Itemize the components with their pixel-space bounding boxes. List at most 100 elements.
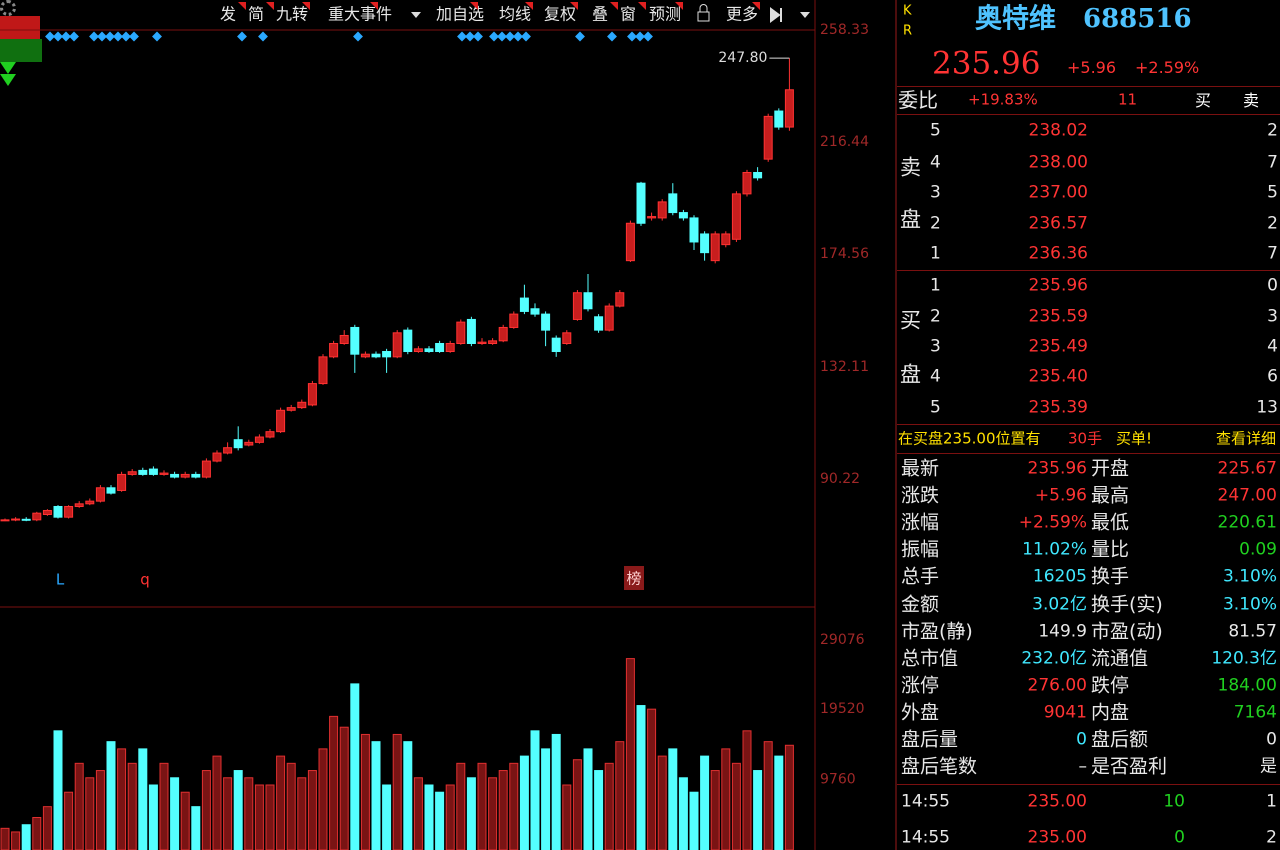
stat-label: 跌停 bbox=[1091, 674, 1130, 697]
volume-bar bbox=[223, 777, 233, 850]
tick-volume: 0 bbox=[1174, 827, 1185, 848]
marker: L bbox=[56, 571, 65, 589]
event-marker bbox=[152, 31, 162, 42]
stat-value: 7164 bbox=[1233, 702, 1277, 723]
toolbar-button[interactable]: 预测 bbox=[649, 5, 681, 24]
book-level: 4 bbox=[930, 366, 941, 387]
kr-label: K bbox=[903, 3, 912, 19]
candle-body bbox=[138, 469, 148, 475]
volume-bar bbox=[148, 784, 158, 850]
notice-link[interactable]: 查看详细 bbox=[1215, 429, 1276, 448]
toolbar-button[interactable]: 更多 bbox=[726, 5, 758, 24]
volume-bar bbox=[403, 741, 413, 850]
toolbar-button[interactable]: 重大事件 bbox=[328, 5, 392, 24]
stat-value: 184.00 bbox=[1217, 675, 1277, 696]
volume-bar bbox=[678, 777, 688, 850]
volume-bar bbox=[456, 762, 466, 850]
divider bbox=[897, 784, 1280, 785]
volume-bar bbox=[212, 755, 222, 850]
ratio-value: +19.83% bbox=[968, 90, 1038, 109]
book-level: 5 bbox=[930, 120, 941, 141]
event-marker bbox=[97, 31, 107, 42]
candle-body bbox=[647, 216, 657, 219]
stat-value: 232.0亿 bbox=[1021, 648, 1087, 669]
book-level: 2 bbox=[930, 213, 941, 234]
volume-bar bbox=[32, 816, 42, 850]
candle-body bbox=[254, 436, 264, 443]
candle-body bbox=[191, 473, 201, 478]
lock-icon bbox=[697, 11, 710, 22]
toolbar-button[interactable]: 发 bbox=[220, 5, 236, 24]
book-volume: 4 bbox=[1267, 336, 1278, 357]
volume-bar bbox=[265, 784, 275, 850]
volume-bar bbox=[53, 730, 63, 850]
volume-bar bbox=[21, 824, 31, 850]
toolbar-button[interactable]: 简 bbox=[248, 5, 264, 24]
tick-time: 14:55 bbox=[901, 827, 950, 848]
volume-bar bbox=[127, 762, 137, 850]
stat-value: +5.96 bbox=[1034, 485, 1087, 506]
candle-body bbox=[562, 332, 572, 344]
volume-bar bbox=[159, 762, 169, 850]
book-side: 盘 bbox=[900, 362, 921, 387]
candle-body bbox=[445, 342, 455, 353]
candle-body bbox=[466, 318, 476, 344]
toolbar-button[interactable]: 叠 bbox=[592, 5, 608, 24]
button-corner bbox=[525, 2, 533, 10]
stat-label: 市盈(静) bbox=[901, 620, 973, 643]
divider bbox=[897, 270, 1280, 271]
volume-bar bbox=[657, 755, 667, 850]
volume-bar bbox=[180, 791, 190, 850]
candle-body bbox=[170, 473, 180, 478]
book-price: 235.40 bbox=[1028, 366, 1088, 387]
book-price: 236.57 bbox=[1028, 213, 1088, 234]
event-marker bbox=[129, 31, 139, 42]
candle-body bbox=[392, 332, 402, 358]
volume-bar bbox=[170, 777, 180, 850]
volume-bar bbox=[138, 748, 148, 850]
stat-label: 涨停 bbox=[901, 674, 940, 697]
stat-value: +2.59% bbox=[1018, 512, 1087, 533]
candle-body bbox=[668, 193, 678, 214]
candle-body bbox=[435, 342, 445, 353]
settings-icon[interactable] bbox=[0, 0, 16, 16]
event-marker bbox=[353, 31, 363, 42]
toolbar-button[interactable]: 窗 bbox=[620, 5, 636, 24]
event-marker bbox=[53, 31, 63, 42]
volume-bar bbox=[382, 784, 392, 850]
book-price: 236.36 bbox=[1028, 243, 1088, 264]
candle-body bbox=[212, 452, 222, 462]
stat-value: 220.61 bbox=[1217, 512, 1277, 533]
price-change-pct: +2.59% bbox=[1135, 58, 1200, 77]
buy-button[interactable] bbox=[0, 16, 40, 39]
toolbar-button[interactable]: 均线 bbox=[499, 5, 531, 24]
tick-time: 14:55 bbox=[901, 791, 950, 812]
volume-bar bbox=[329, 715, 339, 850]
volume-bar bbox=[509, 762, 519, 850]
volume-bar bbox=[424, 784, 434, 850]
book-price: 235.59 bbox=[1028, 306, 1088, 327]
candle-body bbox=[127, 471, 137, 475]
sell-button[interactable] bbox=[0, 39, 42, 62]
y-tick-label: 90.22 bbox=[820, 471, 860, 487]
candle-body bbox=[700, 233, 710, 254]
stat-label: 盘后额 bbox=[1091, 728, 1149, 751]
toolbar-button[interactable]: 复权 bbox=[544, 5, 576, 24]
book-level: 5 bbox=[930, 397, 941, 418]
toolbar-button[interactable]: 加自选 bbox=[436, 5, 484, 24]
marker: q bbox=[140, 571, 150, 589]
event-marker bbox=[473, 31, 483, 42]
volume-bar bbox=[254, 784, 264, 850]
candle-body bbox=[318, 356, 328, 385]
volume-bar bbox=[445, 784, 455, 850]
volume-bar bbox=[276, 755, 286, 850]
volume-bar bbox=[498, 770, 508, 850]
ratio-diff: 11 bbox=[1118, 90, 1138, 109]
book-volume: 0 bbox=[1267, 275, 1278, 296]
candle-body bbox=[710, 233, 720, 262]
volume-bar bbox=[392, 733, 402, 850]
candle-body bbox=[477, 341, 487, 344]
toolbar-button[interactable]: 九转 bbox=[276, 5, 308, 24]
candle-body bbox=[572, 292, 582, 320]
